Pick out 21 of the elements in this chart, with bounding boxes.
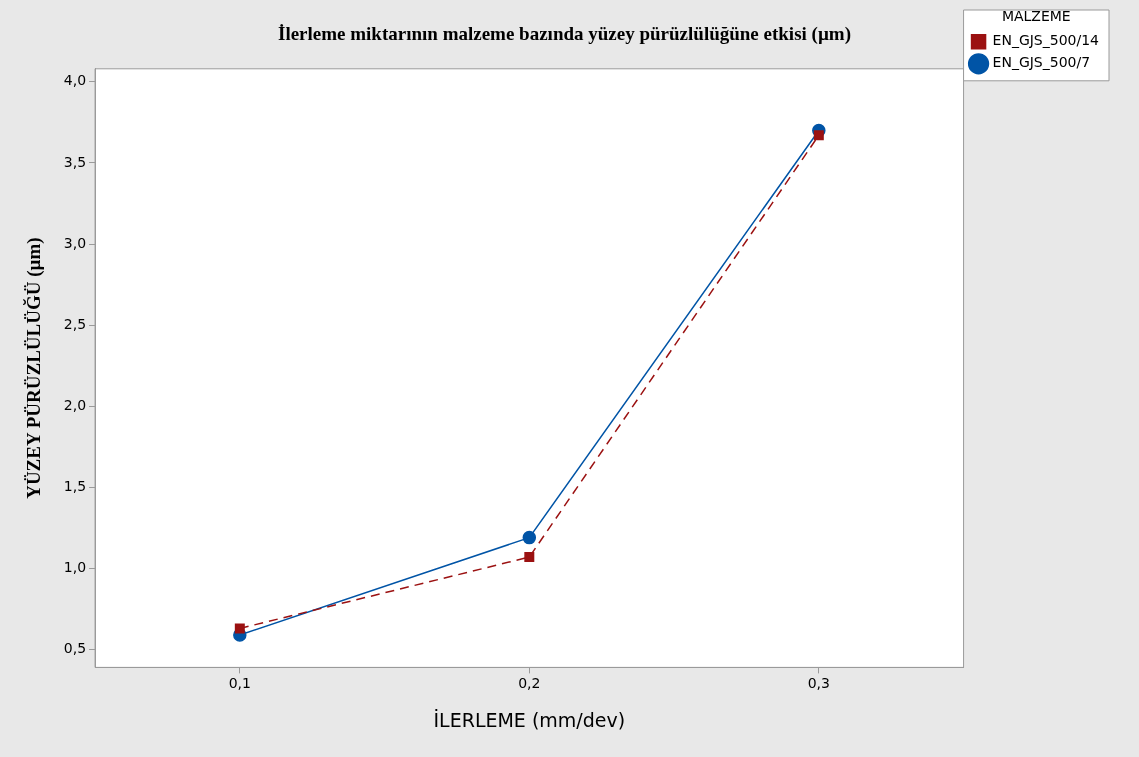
- point: [522, 530, 537, 545]
- x-tick-label: 0,3: [807, 675, 830, 692]
- y-tick-label: 4,0: [63, 72, 87, 89]
- y-tick-label: 1,5: [63, 477, 87, 494]
- y-tick-label: 2,0: [63, 396, 87, 413]
- chart-title: İlerleme miktarının malzeme bazında yüzey pürüzlülüğüne etkisi (µm): [278, 23, 851, 46]
- legend-label: EN_GJS_500/14: [992, 32, 1100, 49]
- y-tick-label: 2,5: [63, 315, 87, 332]
- y-tick-label: 0,5: [63, 640, 87, 657]
- y-tick-label: 3,0: [63, 234, 87, 251]
- y-tick-label: 1,0: [63, 559, 87, 576]
- x-tick-label: 0,1: [228, 675, 251, 692]
- x-axis-title: İLERLEME (mm/dev): [433, 708, 626, 731]
- y-axis-title: YÜZEY PÜRÜZLÜLÜĞÜ (µm): [23, 237, 46, 499]
- point: [524, 552, 535, 563]
- legend-title: MALZEME: [1001, 7, 1071, 24]
- point: [234, 623, 245, 634]
- point: [813, 130, 824, 141]
- legend-label: EN_GJS_500/7: [992, 54, 1091, 71]
- x-tick-label: 0,2: [518, 675, 541, 692]
- y-tick-label: 3,5: [63, 153, 87, 170]
